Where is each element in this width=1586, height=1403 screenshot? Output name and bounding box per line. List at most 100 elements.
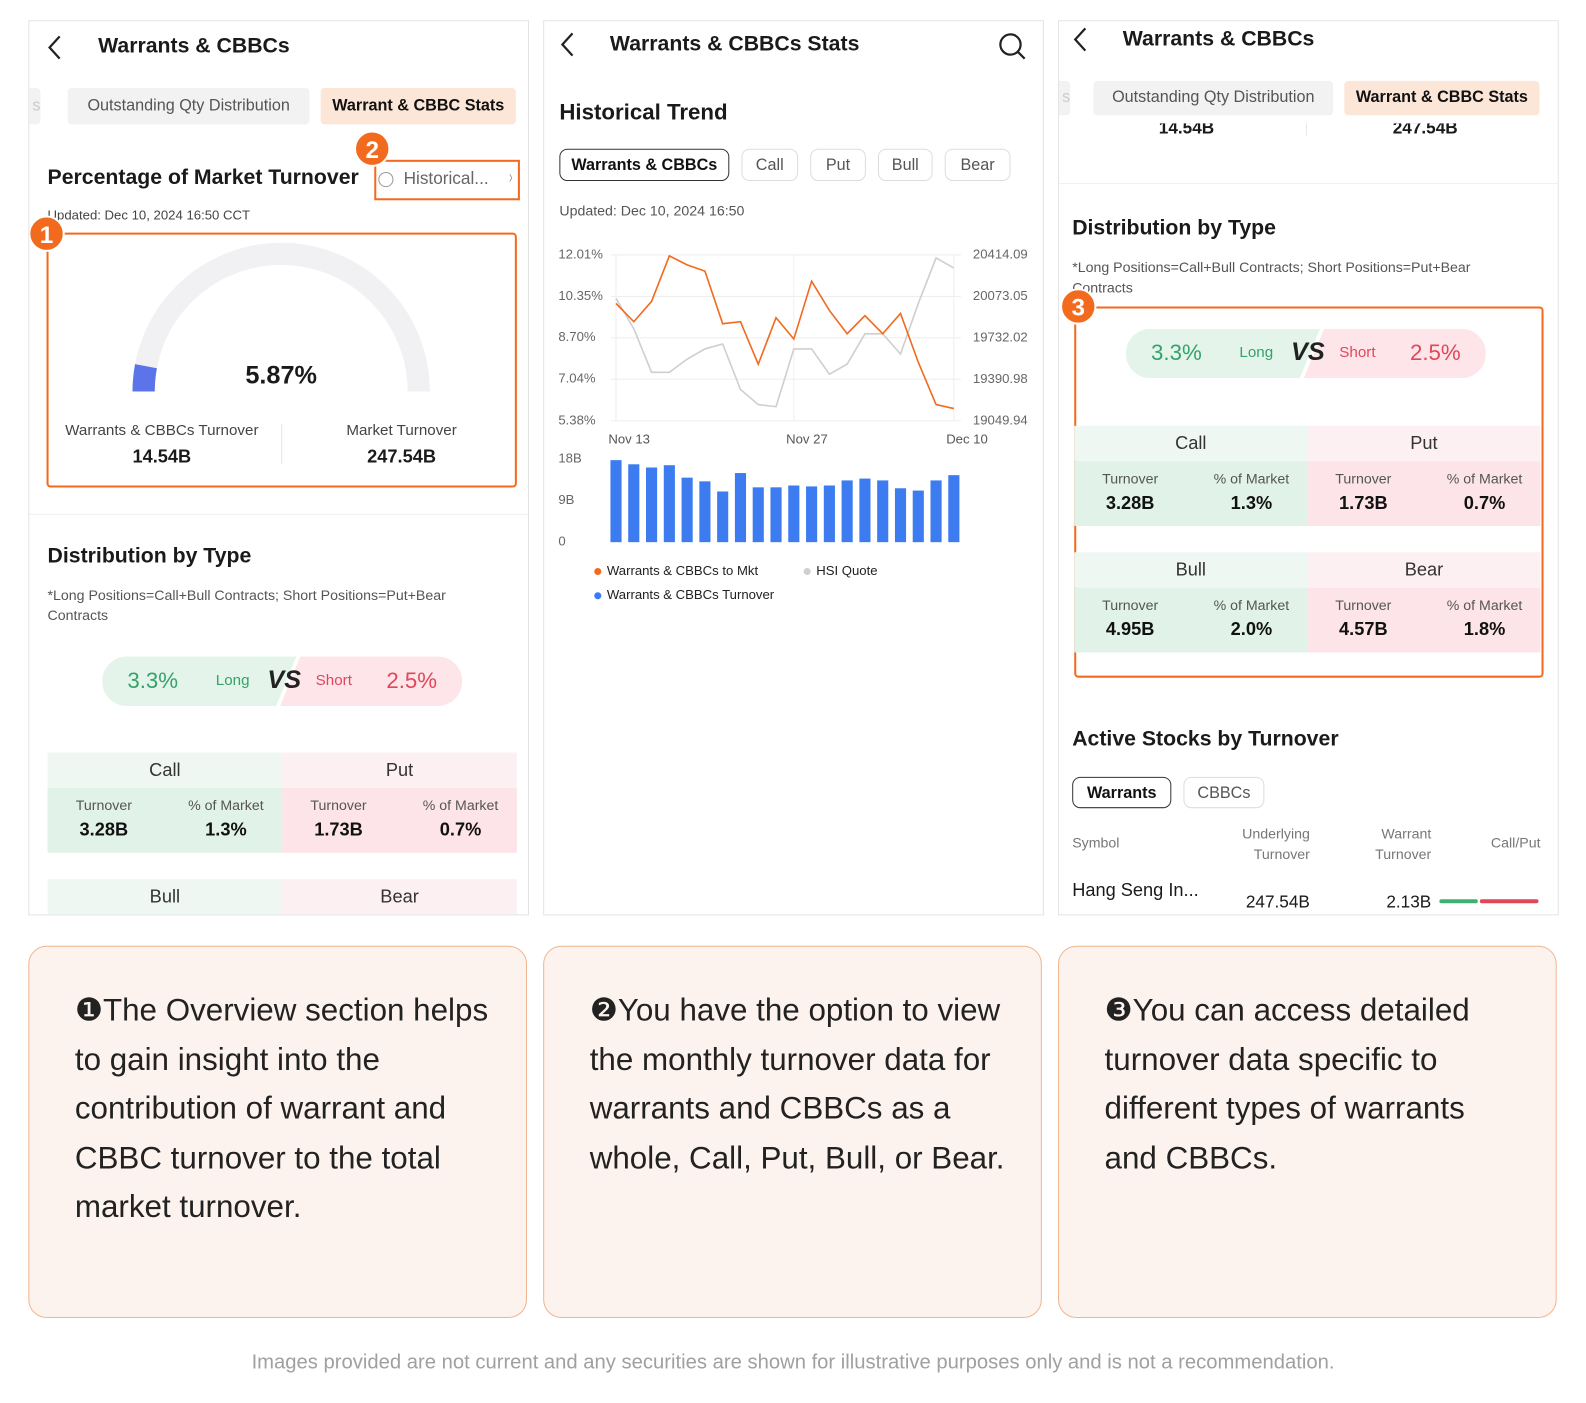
column-value: 3.28B [79,819,129,840]
long-value: 3.3% [1151,339,1202,366]
filter-chip[interactable]: CBBCs [1183,776,1265,809]
symbol[interactable]: Hang Seng In... [1072,880,1199,901]
updated-time: Updated: Dec 10, 2024 16:50 CCT [47,207,251,223]
warrant-turnover: 2.13B [1386,892,1432,912]
long-bg [1125,328,1321,379]
filter-chip[interactable]: Warrants & CBBCs [559,148,730,182]
column-label: Turnover [75,797,132,814]
back-icon [1073,27,1087,52]
gauge [132,242,430,392]
long-bg [102,656,297,707]
put-bar [1479,899,1539,904]
column-value: 1.3% [1230,492,1273,513]
caption-box: ❶The Overview section helps to gain insi… [28,945,527,1318]
column-label: Turnover [310,797,367,814]
column-value: 4.95B [1105,619,1155,640]
long-short-pill: 3.3% Long VS Short 2.5% [102,656,463,707]
column-label: Turnover [1102,596,1159,613]
col-header: Underlying Turnover [1242,825,1310,862]
column-value: 1.8% [1463,619,1506,640]
short-bg [280,656,463,707]
group-header: Bear [1307,552,1541,588]
divider [1305,123,1307,136]
tab[interactable]: Warrant & CBBC Stats [320,88,516,125]
back-icon[interactable] [46,33,66,61]
filter-chip[interactable]: Put [810,148,866,182]
gauge-fill [132,364,157,392]
filter-chip[interactable]: Warrants [1072,776,1172,809]
section-title: Distribution by Type [47,544,252,568]
gauge-wrap [29,21,528,527]
short-bg [1303,328,1486,379]
long-value: 3.3% [127,667,179,693]
column-value: 1.3% [205,819,247,840]
tab[interactable]: Outstanding Qty Distribution [1093,80,1334,116]
group-header: Call [1074,425,1308,462]
divider [281,423,283,465]
tab[interactable]: Outstanding Qty Distribution [67,88,310,125]
col-header: Symbol [1072,834,1120,851]
short-value: 2.5% [1409,339,1461,366]
tab[interactable]: s [1059,80,1071,116]
group-header: Bull [47,878,283,915]
col-header: Warrant Turnover [1375,825,1432,862]
vs-label: VS [267,665,302,694]
column-value: 0.7% [439,819,482,840]
column-value: 0.7% [1463,492,1506,513]
screen-distribution: 14.54B 247.54B Warrants & CBBCs s Outstandin… [1058,20,1559,916]
caption-text: ❸You can access detailed turnover data s… [1104,992,1470,1175]
column-label: % of Market [1446,596,1523,613]
column-label: % of Market [1213,596,1290,613]
info-icon [378,171,394,188]
search-icon[interactable] [997,31,1027,61]
long-label: Long [1239,343,1274,362]
column-value: 4.57B [1339,619,1388,640]
column-label: Turnover [1102,470,1159,487]
long-label: Long [215,671,250,689]
caption-text: ❷You have the option to view the monthly… [589,992,1005,1175]
filter-chip[interactable]: Bull [877,148,933,182]
section-title: Active Stocks by Turnover [1072,727,1339,751]
group-values [1074,587,1308,653]
step-badge: 1 [29,215,65,252]
col-header: Call/Put [1490,834,1541,851]
page-title: Warrants & CBBCs [1122,27,1315,51]
group-header: Put [282,752,517,788]
turnover-label: Market Turnover [346,421,457,439]
screen-historical: Warrants & CBBCs Stats Historical Trend Wa… [543,20,1044,916]
group-values [1307,587,1541,653]
back-icon[interactable] [558,30,578,58]
historical-text: Historical... [403,168,489,189]
screen-overview: Warrants & CBBCs s Outstanding Qty Distrib… [28,20,530,916]
filter-chip[interactable]: Bear [944,148,1011,182]
page-title: Warrants & CBBCs [98,34,290,58]
group-values [282,787,517,853]
column-value: 2.0% [1230,619,1273,640]
vs-label: VS [1290,337,1325,367]
section-separator [1059,183,1558,185]
updated-time: Updated: Dec 10, 2024 16:50 [559,202,745,219]
caption-box: ❸You can access detailed turnover data s… [1058,945,1557,1318]
group-values [47,787,283,853]
back-wrap[interactable] [1071,25,1091,53]
group-values [1074,461,1308,526]
turnover-value: 14.54B [132,446,192,467]
step-badge: 3 [1060,288,1097,325]
tab[interactable]: Warrant & CBBC Stats [1344,80,1540,116]
column-label: % of Market [1213,470,1290,487]
column-label: Turnover [1335,470,1392,487]
tab[interactable]: s [29,88,41,125]
filter-chip[interactable]: Call [741,148,799,182]
caption-text: ❶The Overview section helps to gain insi… [74,992,489,1224]
column-label: % of Market [188,797,264,814]
section-title: Distribution by Type [1072,216,1276,240]
historical-link[interactable] [374,159,520,201]
note: *Long Positions=Call+Bull Contracts; Sho… [47,586,446,624]
column-label: Turnover [1335,596,1392,613]
column-value: 1.73B [314,819,363,840]
disclaimer: Images provided are not current and any … [251,1351,1335,1374]
page-title: Warrants & CBBCs Stats [609,32,860,56]
group-header: Call [47,752,283,788]
group-header: Bull [1074,552,1308,588]
column-label: % of Market [422,797,499,814]
